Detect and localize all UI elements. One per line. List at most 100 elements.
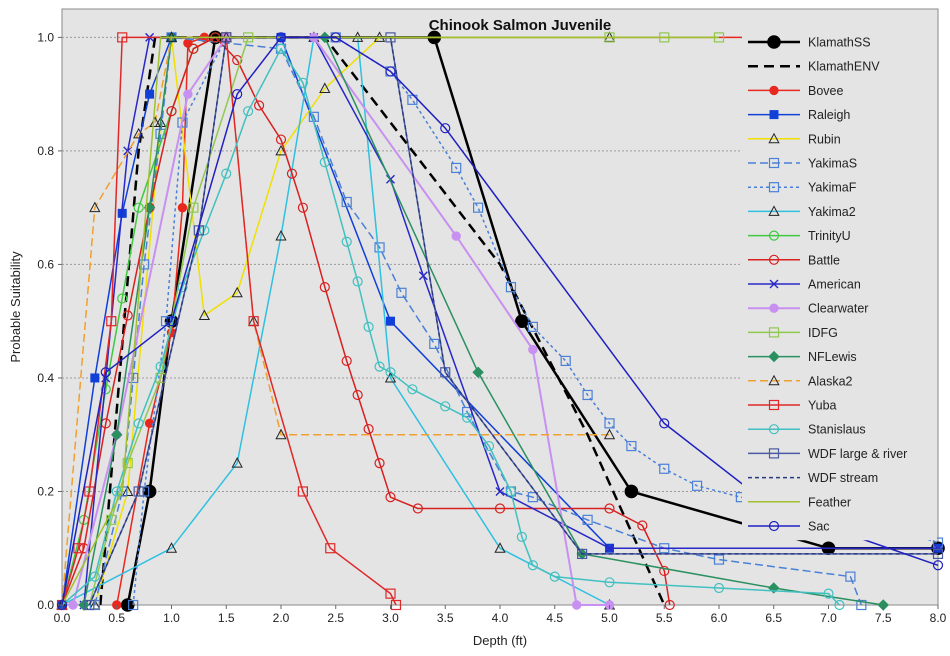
legend-entry-yakimaf: YakimaF	[748, 181, 857, 195]
legend: KlamathSS KlamathENV Bovee Raleigh Rubin Yaki…	[748, 35, 907, 534]
y-tick-labels: 0.0 0.2 0.4 0.6 0.8 1.0	[37, 30, 62, 612]
data-point-battle	[494, 503, 506, 514]
data-point-rubin	[198, 309, 210, 321]
data-point-trinityu	[117, 293, 128, 304]
legend-entry-nflewis: NFLewis	[748, 350, 857, 364]
legend-entry-stanislaus: Stanislaus	[748, 423, 866, 437]
data-point-yakimaf	[473, 202, 484, 213]
data-point-alaska2	[149, 116, 161, 128]
data-point-battle	[286, 168, 298, 179]
data-point-sac	[56, 599, 68, 611]
legend-entry-battle: Battle	[748, 253, 840, 267]
series-line-feather	[61, 36, 719, 606]
legend-marker	[769, 279, 779, 289]
data-point-battle	[659, 565, 670, 577]
data-point-battle	[374, 457, 385, 469]
y-tick-label: 0.2	[37, 484, 54, 498]
y-tick-label: 0.0	[37, 598, 54, 612]
data-point-american	[418, 271, 428, 281]
data-point-stanislaus	[713, 582, 725, 594]
legend-entry-trinityu: TrinityU	[748, 229, 851, 243]
data-point-wdf-large-river	[577, 548, 588, 560]
data-point-yakimas	[139, 259, 150, 270]
data-point-stanislaus	[363, 321, 374, 332]
data-point-clearwater	[571, 600, 582, 610]
y-tick-label: 0.8	[37, 144, 54, 158]
data-point-stanislaus	[527, 560, 538, 571]
data-point-yakimas	[374, 242, 385, 253]
data-point-yakimas	[89, 599, 100, 611]
legend-marker	[769, 303, 779, 313]
legend-entry-rubin: Rubin	[748, 132, 841, 146]
data-point-stanislaus	[604, 577, 615, 588]
data-point-yuba	[385, 588, 396, 599]
data-point-battle	[166, 106, 177, 117]
data-point-battle	[188, 43, 199, 54]
data-point-stanislaus	[516, 531, 528, 542]
data-point-clearwater	[68, 600, 78, 610]
legend-label: TrinityU	[808, 229, 851, 243]
data-point-stanislaus	[549, 571, 560, 582]
legend-entry-idfg: IDFG	[748, 326, 838, 340]
data-point-raleigh	[145, 89, 155, 99]
data-point-yakimas	[856, 599, 867, 611]
data-point-stanislaus	[483, 440, 495, 452]
legend-marker	[768, 230, 780, 241]
data-point-yakimaf	[139, 486, 150, 497]
legend-entry-klamathss: KlamathSS	[748, 35, 871, 50]
data-point-stanislaus	[407, 384, 418, 395]
legend-entry-wdf-stream: WDF stream	[748, 471, 878, 485]
data-point-klamathss	[624, 484, 639, 499]
data-point-battle	[637, 520, 648, 531]
data-point-sac	[440, 123, 451, 134]
data-point-battle	[341, 355, 352, 367]
legend-entry-bovee: Bovee	[748, 84, 843, 98]
series-line-sac	[61, 36, 939, 606]
data-point-stanislaus	[297, 77, 308, 88]
data-point-yakimaf	[527, 321, 538, 332]
data-point-sac	[659, 418, 670, 429]
data-point-yakimaf	[560, 355, 571, 367]
data-point-alaska2	[89, 201, 101, 213]
legend-label: Rubin	[808, 132, 841, 146]
legend-label: Clearwater	[808, 302, 868, 316]
data-point-yakima2	[275, 229, 287, 241]
data-point-stanislaus	[89, 571, 100, 582]
legend-label: Raleigh	[808, 108, 850, 122]
data-point-sac	[232, 89, 243, 100]
legend-marker	[768, 205, 780, 216]
legend-entry-raleigh: Raleigh	[748, 108, 850, 122]
data-point-yakimas	[155, 128, 166, 139]
legend-label: Alaska2	[808, 374, 853, 388]
legend-label: KlamathENV	[808, 60, 880, 74]
legend-marker	[769, 110, 779, 120]
data-point-battle	[604, 503, 615, 514]
data-point-battle	[363, 423, 374, 435]
x-tick-label: 6.0	[711, 611, 728, 625]
legend-label: KlamathSS	[808, 36, 871, 50]
data-point-stanislaus	[352, 276, 363, 287]
x-tick-label: 0.0	[54, 611, 71, 625]
legend-label: Sac	[808, 520, 830, 534]
legend-label: Battle	[808, 253, 840, 267]
data-point-yakimaf	[932, 537, 944, 548]
data-point-yakimas	[429, 338, 440, 349]
data-point-american	[933, 543, 943, 553]
chart-title: Chinook Salmon Juvenile	[429, 17, 612, 34]
data-point-alaska2	[275, 428, 287, 440]
data-point-nflewis	[472, 366, 484, 378]
data-point-yakimaf	[505, 282, 517, 293]
legend-entry-yakimas: YakimaS	[748, 157, 857, 171]
data-point-stanislaus	[374, 361, 385, 372]
data-point-yuba	[390, 599, 402, 611]
data-point-raleigh	[90, 373, 100, 383]
series-feather	[61, 36, 719, 606]
data-point-battle	[352, 389, 363, 401]
data-point-stanislaus	[385, 367, 396, 378]
legend-marker	[768, 327, 780, 338]
legend-label: WDF stream	[808, 471, 878, 485]
data-point-yakima2	[231, 457, 243, 468]
x-tick-label: 5.5	[656, 611, 673, 625]
data-point-yakimas	[582, 514, 593, 525]
legend-marker	[768, 374, 780, 386]
